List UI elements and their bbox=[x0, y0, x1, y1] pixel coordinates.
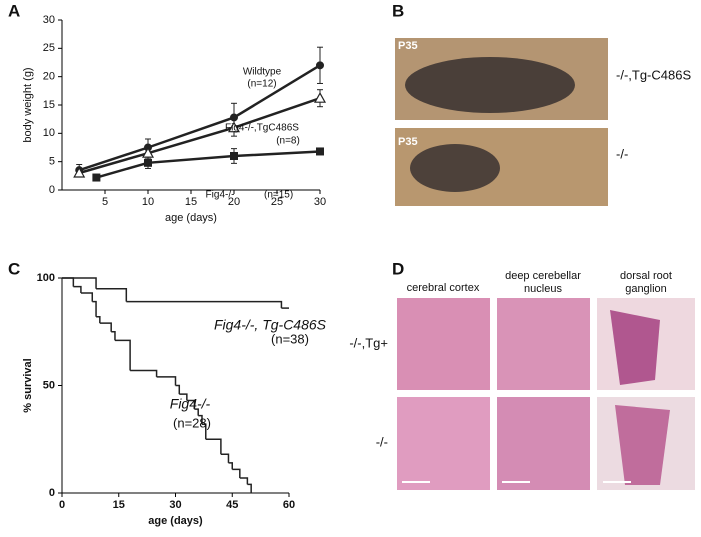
survival-step bbox=[130, 369, 158, 377]
survival-step bbox=[92, 300, 97, 317]
histology-image bbox=[497, 397, 590, 490]
series-n: (n=15) bbox=[264, 190, 293, 201]
survival-step bbox=[96, 288, 128, 302]
panel-letter: D bbox=[392, 259, 404, 278]
series-n: (n=28) bbox=[173, 415, 211, 430]
y-tick-label: 5 bbox=[49, 156, 55, 168]
panel-letter: B bbox=[392, 1, 404, 20]
y-tick-label: 20 bbox=[43, 71, 55, 83]
survival-step bbox=[96, 315, 101, 324]
marker bbox=[313, 91, 327, 103]
x-tick-label: 25 bbox=[271, 196, 283, 208]
series-n: (n=38) bbox=[271, 331, 309, 346]
column-header: deep cerebellar nucleus bbox=[505, 270, 581, 295]
row-label: -/- bbox=[376, 434, 388, 449]
histology-image bbox=[397, 397, 490, 490]
histology-tissue bbox=[615, 405, 670, 485]
survival-step bbox=[228, 462, 233, 470]
x-tick-label: 0 bbox=[59, 499, 65, 511]
survival-step bbox=[114, 339, 131, 371]
series-label: Fig4-/-,TgC486S bbox=[225, 123, 299, 134]
photo-label: P35 bbox=[398, 40, 418, 52]
survival-step bbox=[201, 423, 207, 440]
survival-step bbox=[232, 468, 241, 478]
panel-letter: A bbox=[8, 1, 20, 20]
y-tick-label: 30 bbox=[43, 14, 55, 26]
series-label: Fig4-/- bbox=[170, 396, 211, 412]
series-n: (n=12) bbox=[247, 79, 276, 90]
x-tick-label: 15 bbox=[113, 499, 125, 511]
panel-letter: C bbox=[8, 259, 20, 278]
x-tick-label: 15 bbox=[185, 196, 197, 208]
line bbox=[78, 64, 321, 172]
photo-label: P35 bbox=[398, 136, 418, 148]
column-header: cerebral cortex bbox=[407, 282, 480, 294]
survival-step bbox=[175, 384, 181, 395]
histology-image bbox=[397, 298, 490, 390]
histology-tissue bbox=[610, 310, 660, 385]
y-tick-label: 100 bbox=[37, 272, 55, 284]
survival-step bbox=[73, 285, 82, 294]
y-tick-label: 15 bbox=[43, 99, 55, 111]
y-axis-label: body weight (g) bbox=[22, 67, 34, 142]
mouse bbox=[410, 144, 500, 192]
line bbox=[78, 97, 321, 175]
series-label: Wildtype bbox=[243, 67, 282, 78]
survival-step bbox=[99, 322, 112, 332]
x-tick-label: 30 bbox=[169, 499, 181, 511]
y-tick-label: 0 bbox=[49, 184, 55, 196]
marker bbox=[144, 158, 152, 167]
marker bbox=[230, 152, 238, 160]
y-tick-label: 10 bbox=[43, 127, 55, 139]
survival-step bbox=[198, 414, 203, 425]
survival-step bbox=[247, 483, 252, 493]
series-n: (n=8) bbox=[276, 136, 300, 147]
survival-step bbox=[126, 300, 283, 309]
survival-step bbox=[80, 292, 94, 302]
series-label: Fig4-/- bbox=[206, 190, 235, 201]
marker bbox=[227, 121, 241, 133]
marker bbox=[316, 147, 324, 156]
x-tick-label: 60 bbox=[283, 499, 295, 511]
survival-step bbox=[111, 331, 116, 341]
mouse bbox=[405, 57, 575, 113]
x-tick-label: 20 bbox=[228, 196, 240, 208]
x-axis-label: age (days) bbox=[148, 515, 203, 527]
x-tick-label: 10 bbox=[142, 196, 154, 208]
genotype-label: -/-,Tg-C486S bbox=[616, 67, 691, 82]
survival-step bbox=[186, 399, 196, 410]
marker bbox=[92, 173, 101, 182]
x-axis-label: age (days) bbox=[165, 212, 217, 224]
y-tick-label: 50 bbox=[43, 379, 55, 391]
survival-step bbox=[205, 438, 222, 455]
survival-step bbox=[220, 453, 230, 463]
y-axis-label: % survival bbox=[22, 358, 34, 412]
column-header: dorsal root ganglion bbox=[620, 270, 672, 295]
series-label: Fig4-/-, Tg-C486S bbox=[214, 317, 327, 333]
survival-step bbox=[194, 408, 199, 416]
x-tick-label: 30 bbox=[314, 196, 326, 208]
marker bbox=[73, 166, 86, 178]
survival-step bbox=[239, 477, 249, 485]
x-tick-label: 5 bbox=[102, 196, 108, 208]
survival-step bbox=[156, 376, 177, 386]
survival-step bbox=[62, 277, 75, 287]
marker bbox=[316, 61, 324, 70]
y-tick-label: 25 bbox=[43, 42, 55, 54]
row-label: -/-,Tg+ bbox=[349, 335, 388, 350]
x-tick-label: 45 bbox=[226, 499, 238, 511]
genotype-label: -/- bbox=[616, 146, 628, 161]
line bbox=[96, 150, 321, 179]
histology-image bbox=[497, 298, 590, 390]
survival-step bbox=[179, 393, 188, 401]
y-tick-label: 0 bbox=[49, 487, 55, 499]
